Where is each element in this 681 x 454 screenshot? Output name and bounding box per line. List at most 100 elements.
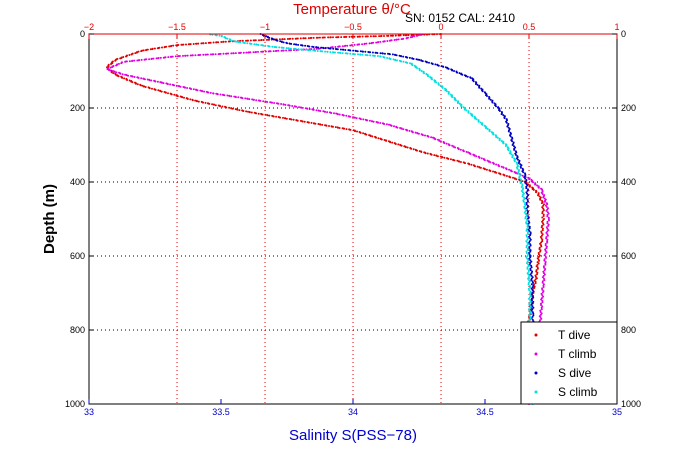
data-point — [465, 75, 467, 78]
data-point — [148, 87, 151, 90]
data-point — [279, 116, 282, 119]
data-point — [523, 196, 526, 199]
data-point — [424, 134, 426, 137]
data-point — [358, 35, 361, 38]
data-point — [337, 126, 339, 129]
data-point — [524, 215, 527, 218]
data-point — [287, 47, 290, 50]
data-point — [304, 44, 307, 47]
data-point — [163, 46, 166, 49]
depth-tick-label: 200 — [70, 103, 85, 113]
data-point — [343, 36, 346, 38]
data-point — [170, 93, 173, 96]
data-point — [526, 206, 529, 209]
data-point — [521, 191, 524, 194]
temperature-tick-label: 1 — [614, 22, 619, 32]
data-point — [134, 52, 137, 55]
data-point — [528, 308, 530, 311]
data-point — [474, 83, 477, 85]
data-point — [529, 299, 532, 302]
data-point — [510, 169, 512, 172]
data-point — [410, 147, 413, 150]
data-point — [525, 208, 528, 211]
data-point — [168, 45, 171, 48]
data-point — [191, 99, 194, 102]
data-point — [408, 56, 411, 59]
data-point — [532, 281, 534, 284]
data-point — [519, 166, 522, 169]
data-point — [524, 201, 527, 204]
data-point — [156, 47, 159, 50]
data-point — [149, 48, 152, 51]
data-point — [544, 248, 547, 251]
data-point — [352, 116, 354, 119]
data-point — [152, 57, 155, 60]
data-point — [175, 44, 178, 47]
data-point — [506, 125, 509, 128]
data-point — [315, 109, 318, 112]
data-point — [483, 124, 486, 127]
data-point — [275, 102, 278, 105]
data-point — [277, 49, 280, 52]
data-point — [363, 42, 366, 45]
data-point — [336, 48, 339, 51]
data-point — [528, 221, 531, 224]
data-point — [375, 41, 378, 44]
data-point — [118, 71, 121, 74]
data-point — [215, 92, 218, 95]
data-point — [400, 144, 403, 147]
data-point — [148, 78, 151, 81]
data-point — [154, 88, 157, 91]
data-point — [445, 90, 448, 93]
data-point — [411, 35, 414, 38]
data-point — [332, 36, 334, 39]
data-point — [527, 200, 529, 203]
data-point — [540, 226, 543, 229]
data-point — [404, 34, 407, 37]
data-point — [453, 96, 456, 99]
data-point — [529, 259, 532, 262]
data-point — [370, 120, 373, 123]
data-point — [123, 77, 126, 80]
data-point — [540, 234, 543, 237]
data-point — [542, 274, 545, 277]
data-point — [335, 36, 338, 39]
data-point — [525, 203, 528, 206]
data-point — [513, 157, 516, 160]
data-point — [525, 250, 528, 253]
data-point — [530, 271, 533, 274]
data-point — [380, 138, 383, 141]
data-point — [107, 67, 110, 70]
data-point — [486, 95, 488, 97]
data-point — [109, 66, 112, 69]
data-point — [304, 107, 307, 110]
data-point — [527, 270, 530, 273]
data-point — [362, 132, 365, 135]
data-point — [504, 143, 507, 146]
data-point — [529, 256, 532, 259]
data-point — [296, 119, 299, 122]
data-point — [323, 36, 326, 39]
data-point — [402, 37, 405, 40]
data-point — [322, 110, 325, 113]
data-point — [112, 72, 115, 75]
data-point — [375, 121, 378, 123]
data-point — [527, 283, 530, 286]
data-point — [213, 103, 216, 106]
data-point — [395, 54, 398, 57]
data-point — [512, 176, 514, 179]
data-point — [283, 38, 286, 41]
data-point — [268, 114, 271, 117]
data-point — [164, 56, 167, 59]
data-point — [326, 50, 329, 53]
data-point — [117, 62, 120, 65]
data-point — [301, 44, 304, 47]
data-point — [430, 153, 433, 156]
data-point — [526, 267, 529, 270]
data-point — [212, 53, 215, 56]
data-point — [525, 201, 528, 204]
data-point — [349, 128, 352, 131]
salinity-tick-label: 33 — [84, 407, 94, 417]
data-point — [525, 228, 528, 231]
data-point — [515, 178, 518, 181]
